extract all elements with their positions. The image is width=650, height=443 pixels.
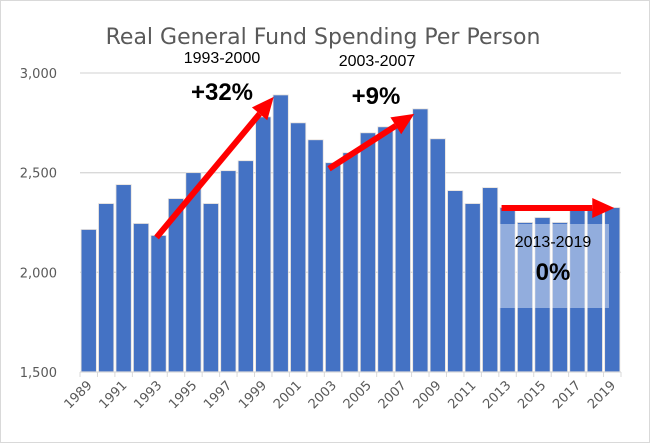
x-tick-label: 2013 (480, 378, 514, 412)
bar-1989 (80, 229, 97, 373)
arrow-2013-2019 (501, 198, 615, 218)
annotation-change-2013-2019: 0% (536, 259, 571, 286)
x-tick-label: 2011 (445, 378, 479, 412)
bar-2003 (325, 162, 342, 373)
annotation-range-2013-2019: 2013-2019 (515, 234, 592, 251)
bars (80, 94, 621, 373)
x-tick-label: 2007 (376, 378, 410, 412)
bar-1990 (98, 203, 115, 373)
bar-2005 (359, 132, 376, 373)
chart-title: Real General Fund Spending Per Person (106, 25, 541, 50)
x-tick-label: 2003 (306, 378, 340, 412)
bar-2012 (482, 187, 499, 373)
annotation-box-2013-2019 (498, 224, 609, 308)
x-axis-tick-labels: 1989 1991 1993 1995 1997 1999 2001 2003 2005 2007… (62, 378, 620, 412)
x-tick-label: 1997 (201, 378, 235, 412)
bar-1996 (202, 203, 219, 373)
annotation-change-1993-2000: +32% (191, 79, 253, 106)
bar-2007 (394, 116, 411, 373)
x-tick-label: 1993 (131, 378, 165, 412)
y-tick-label: 1,500 (20, 366, 57, 381)
bar-2000 (272, 94, 289, 373)
y-tick-label: 3,000 (20, 67, 57, 82)
x-axis (79, 371, 622, 377)
annotation-range-1993-2000: 1993-2000 (184, 50, 261, 67)
bar-2009 (429, 138, 446, 373)
y-tick-label: 2,000 (20, 266, 57, 281)
y-axis-ticks: 1,500 2,000 2,500 3,000 (20, 67, 57, 381)
bar-2006 (377, 126, 394, 373)
x-tick-label: 1991 (96, 378, 130, 412)
x-tick-label: 1989 (62, 378, 96, 412)
x-tick-label: 2015 (515, 378, 549, 412)
bar-1999 (255, 116, 272, 373)
bar-2011 (464, 203, 481, 373)
arrow-1993-2000 (154, 96, 274, 240)
arrow-shaft (154, 111, 262, 240)
x-tick-label: 1999 (236, 378, 270, 412)
x-tick-label: 2009 (411, 378, 445, 412)
bar-1992 (133, 223, 150, 373)
annotation-change-2003-2007: +9% (352, 83, 401, 110)
x-tick-label: 2017 (550, 378, 584, 412)
bar-2010 (447, 190, 464, 373)
x-tick-label: 2001 (271, 378, 305, 412)
x-tick-label: 1995 (166, 378, 200, 412)
y-tick-label: 2,500 (20, 167, 57, 182)
bar-1998 (237, 160, 254, 373)
arrow-head (592, 198, 615, 218)
arrow-shaft (327, 123, 398, 172)
arrow-head (251, 96, 274, 121)
bar-2001 (290, 122, 307, 373)
bar-1993 (150, 235, 167, 373)
bar-2004 (342, 152, 359, 373)
bar-2008 (412, 108, 429, 373)
bar-2002 (307, 139, 324, 373)
x-tick-label: 2019 (585, 378, 619, 412)
annotations: 1993-2000 +32% 2003-2007 +9% 2013-2019 0% (154, 50, 615, 308)
annotation-range-2003-2007: 2003-2007 (339, 53, 416, 70)
bar-1997 (220, 170, 237, 373)
arrow-2003-2007 (327, 113, 415, 172)
bar-1991 (115, 184, 132, 373)
arrow-head (390, 113, 415, 135)
x-tick-label: 2005 (341, 378, 375, 412)
